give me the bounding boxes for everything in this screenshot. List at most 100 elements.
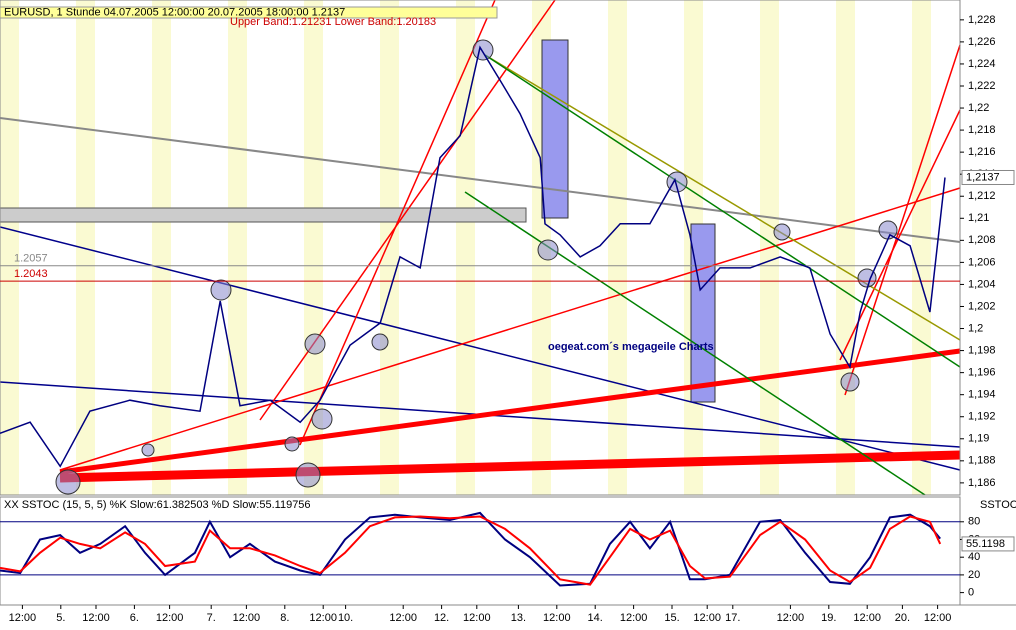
stoch-title: XX SSTOC (15, 5, 5) %K Slow:61.382503 %D… xyxy=(4,499,311,511)
stripe xyxy=(836,0,855,495)
x-tick-label: 12:00 xyxy=(924,612,952,624)
y-tick-label: 1,188 xyxy=(968,455,996,467)
x-tick-label: 15. xyxy=(664,612,679,624)
marker xyxy=(311,408,333,430)
y-tick-label: 1,19 xyxy=(968,433,989,445)
marker xyxy=(773,223,791,241)
y-tick-label: 40 xyxy=(968,551,980,563)
drawings xyxy=(0,0,961,496)
x-tick-label: 12:00 xyxy=(82,612,110,624)
x-tick-label: 19. xyxy=(821,612,836,624)
x-tick-label: 12:00 xyxy=(9,612,37,624)
stripe xyxy=(608,0,627,495)
y-tick-label: 1,202 xyxy=(968,300,996,312)
marker xyxy=(666,171,688,193)
level-label: 1.2057 xyxy=(14,253,48,265)
y-tick-label: 1,186 xyxy=(968,477,996,489)
x-tick-label: 12:00 xyxy=(777,612,805,624)
x-tick-label: 12:00 xyxy=(693,612,721,624)
title-box xyxy=(0,6,498,19)
y-tick-label: 1,204 xyxy=(968,278,996,290)
axis-title: SSTOC xyxy=(980,499,1016,511)
trendline xyxy=(839,109,961,361)
y-tick-label: 1,224 xyxy=(968,58,996,70)
marker xyxy=(840,372,860,392)
annotation: oegeat.com´s megageile Charts xyxy=(548,341,714,353)
marker xyxy=(55,469,81,495)
stripe xyxy=(228,0,247,495)
marker xyxy=(210,279,232,301)
zone xyxy=(690,223,716,403)
x-tick-label: 20. xyxy=(895,612,910,624)
marker xyxy=(141,443,155,457)
y-tick-label: 1,192 xyxy=(968,411,996,423)
chart-title: EURUSD, 1 Stunde 04.07.2005 12:00:00 20.… xyxy=(4,6,345,18)
value-tag-label: 1,2137 xyxy=(966,171,1000,183)
y-tick-label: 1,228 xyxy=(968,14,996,26)
y-tick-label: 1,198 xyxy=(968,344,996,356)
x-tick-label: 10. xyxy=(338,612,353,624)
subtitle: Upper Band:1.21231 Lower Band:1.20183 xyxy=(230,16,436,28)
y-tick-label: 1,2 xyxy=(968,322,983,334)
y-tick-label: 1,194 xyxy=(968,389,996,401)
price-panel xyxy=(0,0,961,496)
y-tick-label: 1,21 xyxy=(968,212,989,224)
trendline xyxy=(0,117,961,243)
trendline xyxy=(844,44,961,396)
marker xyxy=(537,239,559,261)
x-tick-label: 13. xyxy=(511,612,526,624)
y-tick-label: 1,206 xyxy=(968,256,996,268)
x-tick-label: 6. xyxy=(130,612,139,624)
stripe xyxy=(912,0,931,495)
marker xyxy=(295,462,321,488)
level-label: 1.2043 xyxy=(14,268,48,280)
x-tick-label: 8. xyxy=(280,612,289,624)
trendline xyxy=(484,54,961,341)
x-tick-label: 12:00 xyxy=(620,612,648,624)
y-tick-label: 0 xyxy=(968,587,974,599)
y-tick-label: 20 xyxy=(968,569,980,581)
x-tick-label: 12:00 xyxy=(543,612,571,624)
y-tick-label: 1,196 xyxy=(968,367,996,379)
value-tag xyxy=(961,169,1015,185)
trendline xyxy=(484,54,961,368)
x-tick-label: 12. xyxy=(434,612,449,624)
stripe xyxy=(0,0,19,495)
trendline xyxy=(0,226,961,471)
x-tick-label: 7. xyxy=(207,612,216,624)
trendline xyxy=(59,450,961,483)
x-tick-label: 12:00 xyxy=(156,612,184,624)
x-tick-label: 12:00 xyxy=(389,612,417,624)
stripe xyxy=(304,0,323,495)
y-tick-label: 80 xyxy=(968,516,980,528)
y-tick-label: 1,222 xyxy=(968,80,996,92)
marker xyxy=(878,220,898,240)
y-tick-label: 1,22 xyxy=(968,102,989,114)
value-tag xyxy=(961,536,1015,552)
x-tick-label: 12:00 xyxy=(463,612,491,624)
stripe xyxy=(456,0,475,495)
x-tick-label: 12:00 xyxy=(853,612,881,624)
x-tick-label: 17. xyxy=(725,612,740,624)
y-tick-label: 1,216 xyxy=(968,146,996,158)
x-tick-label: 5. xyxy=(56,612,65,624)
value-tag-label: 55.1198 xyxy=(966,538,1005,550)
y-tick-label: 1,208 xyxy=(968,234,996,246)
y-tick-label: 1,218 xyxy=(968,124,996,136)
series-line xyxy=(0,515,942,586)
y-tick-label: 1,226 xyxy=(968,36,996,48)
x-tick-label: 12:00 xyxy=(309,612,337,624)
marker xyxy=(472,39,494,61)
zone xyxy=(0,207,527,223)
trendline xyxy=(59,187,961,471)
stripe xyxy=(76,0,95,495)
series-line xyxy=(0,45,946,468)
marker xyxy=(304,333,326,355)
y-tick-label: 1,212 xyxy=(968,190,996,202)
stripe xyxy=(380,0,399,495)
marker xyxy=(284,436,300,452)
day-stripes xyxy=(0,0,931,495)
x-tick-label: 14. xyxy=(588,612,603,624)
marker xyxy=(371,333,389,351)
